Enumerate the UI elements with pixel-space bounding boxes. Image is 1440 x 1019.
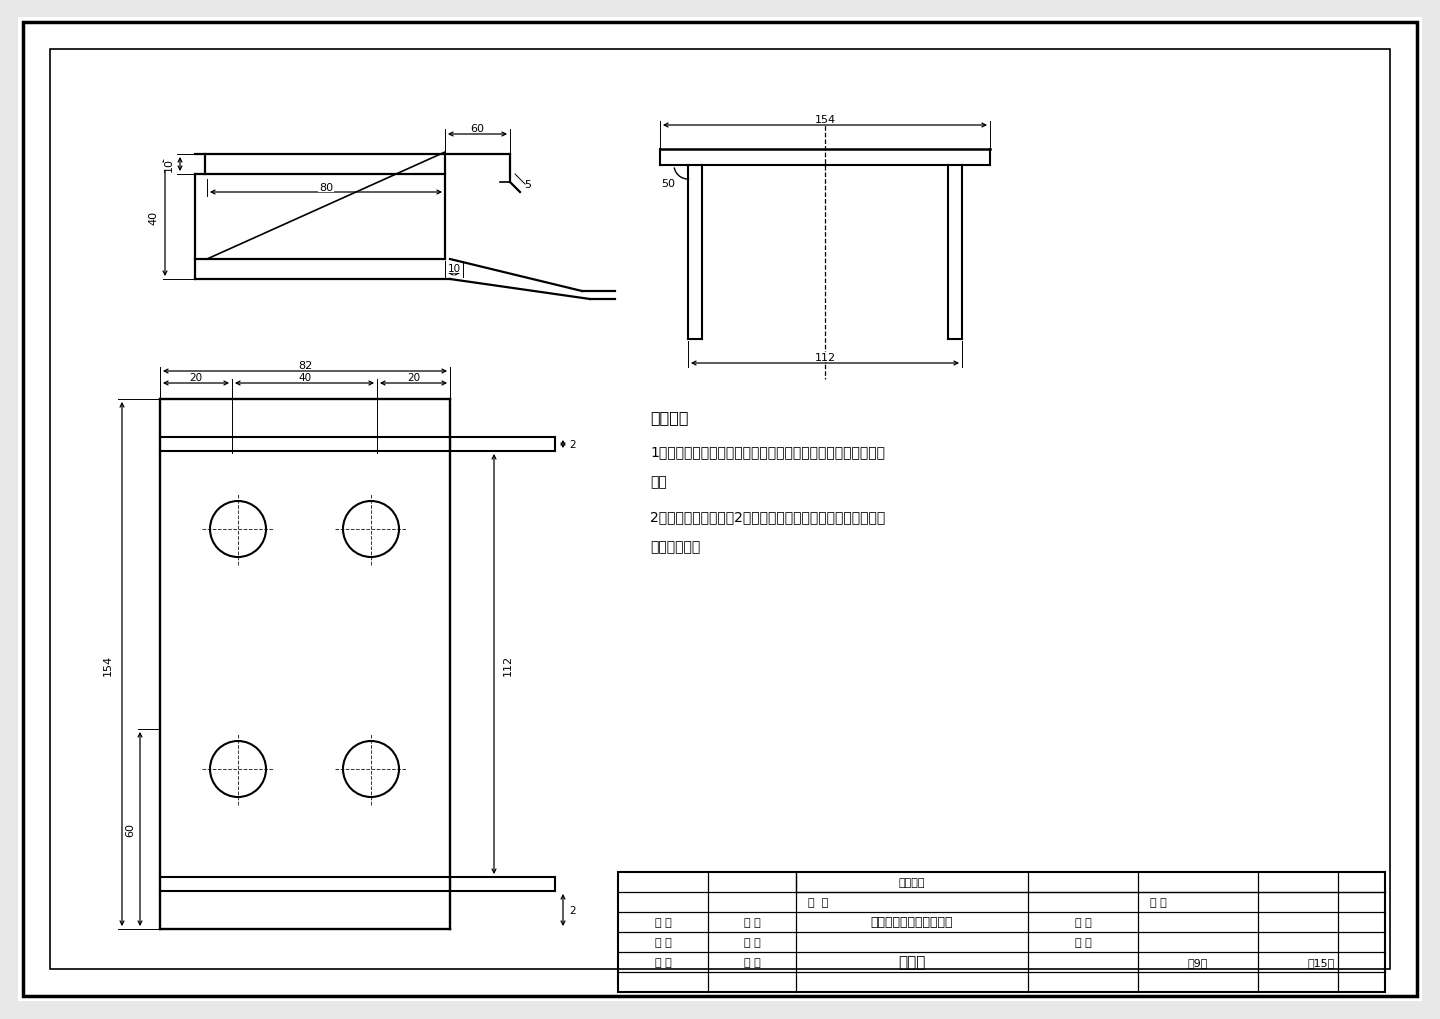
Text: 5: 5 bbox=[524, 179, 531, 190]
Text: 2: 2 bbox=[570, 439, 576, 449]
Text: 40: 40 bbox=[148, 210, 158, 224]
Text: 112: 112 bbox=[815, 353, 835, 363]
Text: 10: 10 bbox=[164, 158, 174, 172]
Text: 设 计: 设 计 bbox=[743, 917, 760, 927]
Text: 112: 112 bbox=[503, 654, 513, 675]
Text: 连接板: 连接板 bbox=[899, 955, 926, 969]
Text: 40: 40 bbox=[298, 373, 311, 382]
Text: 部钉板焊接。: 部钉板焊接。 bbox=[649, 539, 700, 553]
Text: 2: 2 bbox=[570, 905, 576, 915]
Text: 审 定: 审 定 bbox=[655, 917, 671, 927]
Text: 60: 60 bbox=[471, 124, 484, 133]
Text: 图 号: 图 号 bbox=[1074, 937, 1092, 947]
Text: 校 核: 校 核 bbox=[655, 957, 671, 967]
Text: 154: 154 bbox=[815, 115, 835, 125]
Bar bbox=[618, 872, 1385, 993]
Text: 20: 20 bbox=[408, 373, 420, 382]
Text: 比 例: 比 例 bbox=[1074, 917, 1092, 927]
Text: 10: 10 bbox=[448, 264, 461, 274]
Text: 密。: 密。 bbox=[649, 475, 667, 488]
Text: 布袋除尘系统接近开关盒: 布袋除尘系统接近开关盒 bbox=[871, 916, 953, 928]
Text: 50: 50 bbox=[661, 178, 675, 189]
Text: 审 核: 审 核 bbox=[655, 937, 671, 947]
Text: 2、本件每套盒体制作2件，下料、折弯、钒孔后与盒体上、下: 2、本件每套盒体制作2件，下料、折弯、钒孔后与盒体上、下 bbox=[649, 510, 886, 524]
Text: 订货单位: 订货单位 bbox=[899, 877, 926, 888]
Text: 20: 20 bbox=[190, 373, 203, 382]
Text: 日 期: 日 期 bbox=[1151, 897, 1166, 907]
Text: 154: 154 bbox=[104, 654, 112, 675]
Text: 內15页: 內15页 bbox=[1308, 957, 1335, 967]
Text: 设计说明: 设计说明 bbox=[649, 410, 688, 425]
Text: 第9页: 第9页 bbox=[1188, 957, 1208, 967]
Text: 项  目: 项 目 bbox=[808, 897, 828, 907]
Text: 80: 80 bbox=[318, 182, 333, 193]
Text: 1、本连接板应由专业电气箱柜厂制作，要求尺寸准确，结构严: 1、本连接板应由专业电气箱柜厂制作，要求尺寸准确，结构严 bbox=[649, 444, 886, 459]
Text: 60: 60 bbox=[125, 822, 135, 837]
Text: 82: 82 bbox=[298, 361, 312, 371]
Text: 描 图: 描 图 bbox=[743, 957, 760, 967]
Text: 绘 图: 绘 图 bbox=[743, 937, 760, 947]
